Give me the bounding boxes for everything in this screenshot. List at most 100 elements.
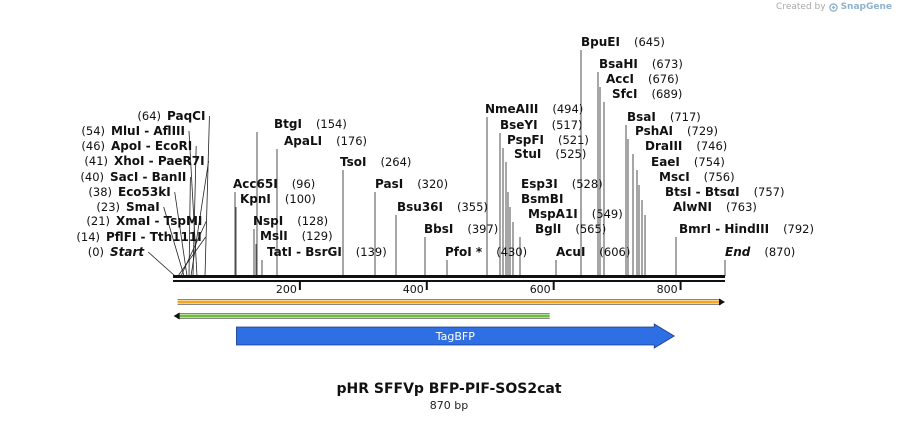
- site-position: (606): [599, 245, 630, 259]
- site-position: (645): [634, 35, 665, 49]
- site-position: (397): [467, 222, 498, 236]
- site-position: (525): [555, 147, 586, 161]
- site-label-smai[interactable]: SmaI: [126, 200, 160, 214]
- ruler-ticks: 200 400 600 800: [276, 282, 682, 296]
- site-label-saci-banii[interactable]: SacI - BanII: [110, 170, 186, 184]
- site-label-bgli[interactable]: BglI: [535, 222, 561, 236]
- site-position: (689): [651, 87, 682, 101]
- leader-line: [204, 115, 210, 277]
- site-position: (528): [572, 177, 603, 191]
- backbone-bottom: [173, 280, 725, 282]
- site-label-acc65i[interactable]: Acc65I: [233, 177, 278, 191]
- site-position: (754): [694, 155, 725, 169]
- site-label-start[interactable]: Start: [110, 245, 145, 259]
- site-label-xmai-tspmi[interactable]: XmaI - TspMI: [116, 214, 202, 228]
- site-position: (521): [558, 133, 589, 147]
- site-label-bpuei[interactable]: BpuEI: [581, 35, 620, 49]
- site-label-bseyi[interactable]: BseYI: [500, 118, 538, 132]
- site-position: (676): [648, 72, 679, 86]
- site-label-stui[interactable]: StuI: [514, 147, 541, 161]
- site-label-msli[interactable]: MslI: [260, 229, 288, 243]
- site-label-draiii[interactable]: DraIII: [645, 139, 682, 153]
- plasmid-length: 870 bp: [429, 399, 469, 412]
- site-label-pspfi[interactable]: PspFI: [507, 133, 544, 147]
- backbone-top: [173, 275, 725, 278]
- site-label-sfci[interactable]: SfcI: [612, 87, 637, 101]
- site-label-bsu36i[interactable]: Bsu36I: [397, 200, 443, 214]
- site-position: (54): [81, 124, 105, 138]
- site-position: (41): [84, 154, 108, 168]
- feature-tracks[interactable]: TagBFP: [173, 298, 725, 349]
- site-label-mspa1i[interactable]: MspA1I: [528, 207, 578, 221]
- site-label-end[interactable]: End: [725, 245, 751, 259]
- site-position: (0): [88, 245, 104, 259]
- site-position: (792): [783, 222, 814, 236]
- site-label-apoi-ecori[interactable]: ApoI - EcoRI: [111, 139, 192, 153]
- leader-lines: [147, 50, 726, 277]
- site-label-alwni[interactable]: AlwNI: [673, 200, 712, 214]
- site-position: (129): [302, 229, 333, 243]
- site-label-eaei[interactable]: EaeI: [651, 155, 680, 169]
- plasmid-title: pHR SFFVp BFP-PIF-SOS2cat: [336, 381, 562, 397]
- site-position: (355): [457, 200, 488, 214]
- site-position: (320): [417, 177, 448, 191]
- feature-tagbfp[interactable]: [236, 323, 676, 349]
- site-label-bsmbi[interactable]: BsmBI: [521, 192, 563, 206]
- site-label-esp3i[interactable]: Esp3I: [521, 177, 558, 191]
- site-label-pflfi-tth111i[interactable]: PflFI - Tth111I: [106, 230, 202, 244]
- site-label-paqci[interactable]: PaqCI: [167, 109, 205, 123]
- site-position: (673): [652, 57, 683, 71]
- site-position: (128): [297, 214, 328, 228]
- site-position: (264): [380, 155, 411, 169]
- site-label-bmri-hindiii[interactable]: BmrI - HindIII: [679, 222, 769, 236]
- leader-line: [188, 130, 198, 277]
- site-label-acui[interactable]: AcuI: [556, 245, 585, 259]
- site-label-tati-bsrgi[interactable]: TatI - BsrGI: [267, 245, 342, 259]
- site-label-bsahi[interactable]: BsaHI: [599, 57, 638, 71]
- site-label-eco53ki[interactable]: Eco53kI: [118, 185, 171, 199]
- leader-line: [163, 206, 185, 277]
- site-position: (517): [552, 118, 583, 132]
- watermark-brand: SnapGene: [840, 2, 892, 12]
- site-position: (717): [670, 110, 701, 124]
- site-label-nspi[interactable]: NspI: [253, 214, 283, 228]
- site-position: (729): [687, 124, 718, 138]
- site-label-mlui-afliii[interactable]: MluI - AflIII: [111, 124, 185, 138]
- ruler-tick-label: 600: [530, 283, 551, 296]
- ruler-tick-label: 200: [276, 283, 297, 296]
- ruler-tick-label: 400: [403, 283, 424, 296]
- leader-line: [177, 236, 206, 277]
- watermark: Created by SnapGene: [776, 2, 892, 12]
- site-position: (430): [496, 245, 527, 259]
- site-position: (494): [552, 102, 583, 116]
- site-label-tsoi[interactable]: TsoI: [340, 155, 366, 169]
- site-position: (763): [726, 200, 757, 214]
- leader-line: [174, 191, 188, 277]
- site-label-msci[interactable]: MscI: [659, 170, 690, 184]
- site-position: (870): [764, 245, 795, 259]
- site-position: (46): [81, 139, 105, 153]
- leader-line: [192, 145, 197, 277]
- feature-arrowhead: [173, 312, 180, 320]
- site-label-apali[interactable]: ApaLI: [284, 134, 322, 148]
- site-label-pfoi[interactable]: PfoI *: [445, 245, 483, 259]
- site-position: (100): [285, 192, 316, 206]
- site-label-xhoi-paer7i[interactable]: XhoI - PaeR7I: [114, 154, 205, 168]
- site-position: (176): [336, 134, 367, 148]
- site-label-btsi-bts-i[interactable]: BtsI - BtsαI: [665, 185, 740, 199]
- feature-arrowhead: [719, 298, 725, 306]
- site-label-kpni[interactable]: KpnI: [240, 192, 271, 206]
- site-position: (154): [316, 117, 347, 131]
- site-label-acci[interactable]: AccI: [606, 72, 634, 86]
- site-position: (565): [575, 222, 606, 236]
- site-position: (756): [704, 170, 735, 184]
- site-label-btgi[interactable]: BtgI: [274, 117, 302, 131]
- site-label-pasi[interactable]: PasI: [375, 177, 403, 191]
- site-label-pshai[interactable]: PshAI: [635, 124, 673, 138]
- site-label-bbsi[interactable]: BbsI: [424, 222, 453, 236]
- site-position: (38): [88, 185, 112, 199]
- site-position: (96): [292, 177, 316, 191]
- site-label-nmeaiii[interactable]: NmeAIII: [485, 102, 538, 116]
- site-label-bsai[interactable]: BsaI: [627, 110, 656, 124]
